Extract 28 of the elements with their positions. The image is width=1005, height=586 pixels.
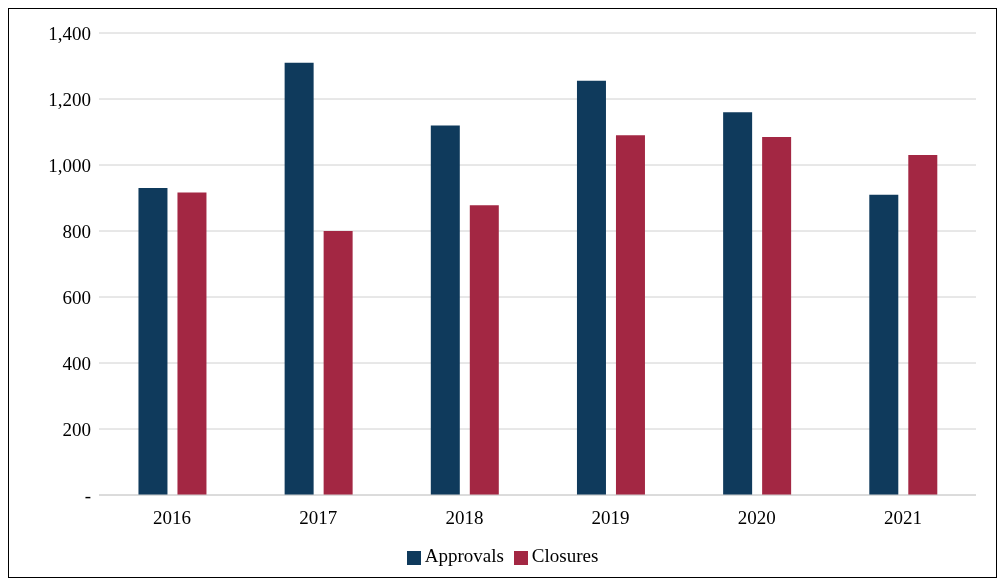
x-tick-label: 2016 xyxy=(153,507,192,529)
legend-label: Approvals xyxy=(424,545,504,566)
y-tick-label: 1,000 xyxy=(48,154,91,176)
bar xyxy=(469,205,499,495)
x-tick-label: 2021 xyxy=(883,507,922,529)
bar xyxy=(284,62,314,495)
y-tick-label: 1,200 xyxy=(48,88,91,110)
legend-label: Closures xyxy=(531,545,599,566)
bar xyxy=(430,125,460,495)
bar xyxy=(908,155,938,495)
bar xyxy=(138,188,168,495)
y-tick-label: 600 xyxy=(62,286,91,308)
bar xyxy=(723,112,753,495)
x-tick-label: 2017 xyxy=(299,507,338,529)
x-tick-label: 2019 xyxy=(591,507,630,529)
y-tick-label: 200 xyxy=(62,418,91,440)
bar xyxy=(615,135,645,495)
bar xyxy=(177,192,207,495)
bar xyxy=(762,136,792,495)
y-tick-label: - xyxy=(84,484,91,506)
bar xyxy=(323,231,353,495)
y-tick-label: 1,400 xyxy=(48,22,91,44)
x-tick-label: 2018 xyxy=(445,507,484,529)
y-tick-label: 800 xyxy=(62,220,91,242)
bar xyxy=(869,194,899,495)
x-tick-label: 2020 xyxy=(737,507,776,529)
bar xyxy=(576,80,606,495)
y-tick-label: 400 xyxy=(62,352,91,374)
